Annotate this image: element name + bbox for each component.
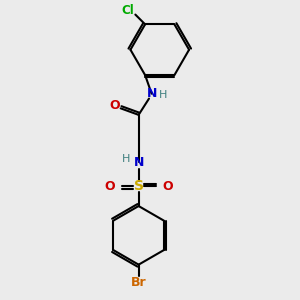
Text: Br: Br: [131, 276, 146, 289]
Text: O: O: [162, 180, 172, 193]
Text: H: H: [122, 154, 130, 164]
Text: N: N: [134, 156, 144, 169]
Text: H: H: [159, 90, 167, 100]
Text: N: N: [146, 87, 157, 100]
Text: Cl: Cl: [122, 4, 135, 17]
Text: S: S: [134, 179, 144, 194]
Text: O: O: [110, 99, 120, 112]
Text: O: O: [105, 180, 115, 193]
